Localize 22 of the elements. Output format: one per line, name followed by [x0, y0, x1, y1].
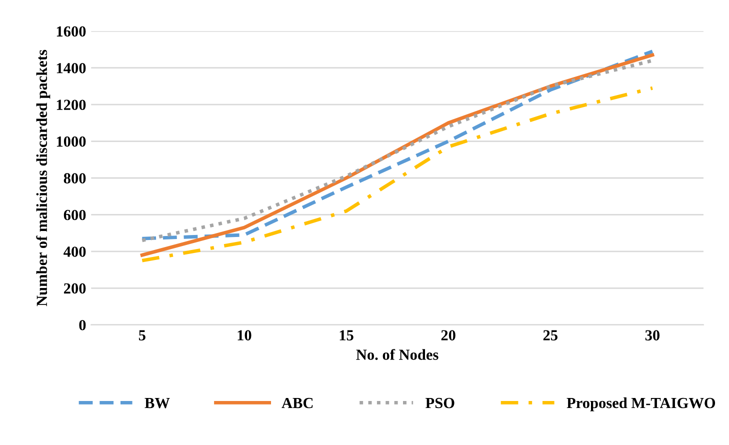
y-tick-label: 1200: [56, 100, 86, 110]
y-tick-label: 1400: [56, 63, 86, 74]
x-tick-label: 25: [543, 330, 558, 340]
y-tick-label: 600: [64, 210, 86, 220]
y-tick-label: 1600: [56, 26, 86, 37]
y-tick-label: 1000: [56, 136, 86, 147]
x-tick-label: 5: [138, 330, 146, 340]
legend-label: BW: [144, 398, 170, 408]
y-tick-label: 0: [79, 320, 86, 330]
x-axis-title: No. of Nodes: [356, 348, 438, 360]
y-tick-label: 200: [64, 283, 86, 294]
y-tick-label: 800: [64, 173, 86, 184]
legend-label: ABC: [282, 398, 313, 408]
legend-label: PSO: [426, 398, 454, 408]
line-series: [140, 86, 654, 262]
x-tick-label: 15: [340, 330, 354, 340]
x-tick-label: 10: [238, 330, 252, 340]
y-axis-title: Number of malicious discarded packets: [36, 50, 50, 306]
x-tick-label: 30: [645, 330, 660, 340]
y-tick-label: 400: [64, 246, 86, 257]
legend-label: Proposed M-TAIGWO: [566, 397, 716, 412]
x-tick-label: 20: [441, 330, 456, 340]
